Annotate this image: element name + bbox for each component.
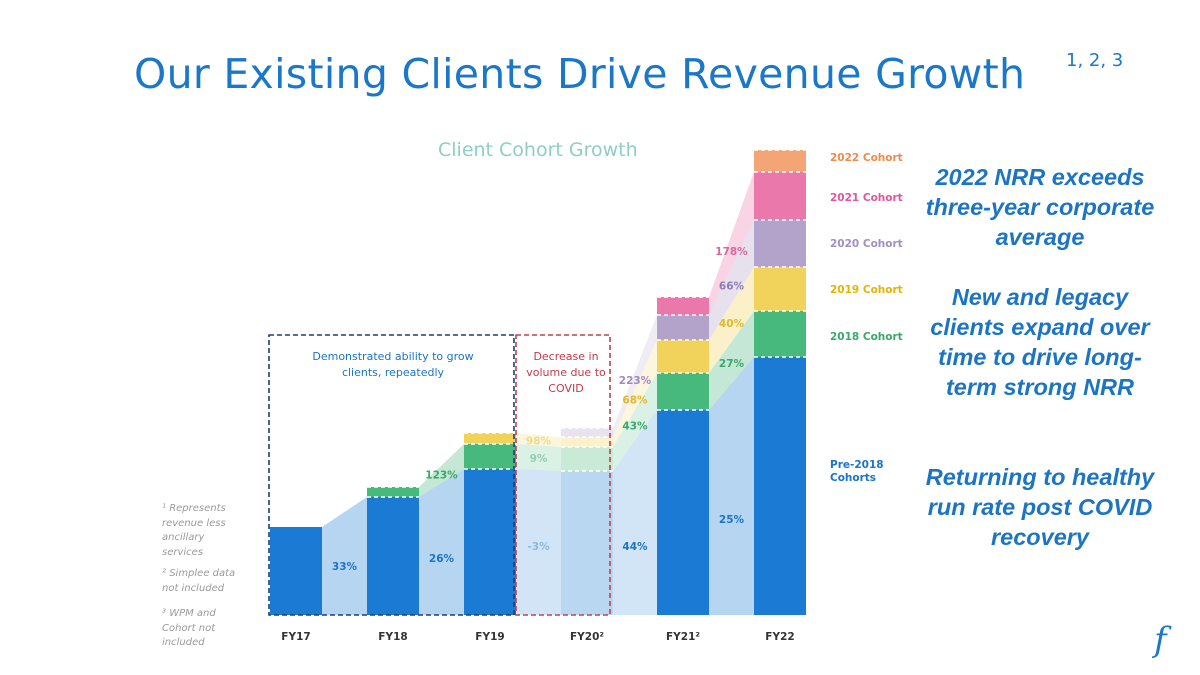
bar-fy18-2018-cohort (367, 487, 419, 497)
right-point-expansion: New and legacy clients expand over time … (930, 284, 1150, 400)
bar-fy17-pre-2018-cohorts (270, 527, 322, 615)
growth-band-2019-cohort-fy21-to-fy22 (709, 267, 754, 373)
x-axis-labels: FY17 FY18 FY19 FY20² FY21² FY22 (281, 631, 794, 643)
growth-label-2021-cohort-fy22: 178% (715, 246, 748, 258)
growth-label-2018-cohort-fy22: 27% (719, 358, 745, 370)
growth-band-2018-cohort-fy21-to-fy22 (709, 311, 754, 410)
growth-label-pre-2018-cohorts-fy19: 26% (429, 553, 455, 565)
growth-label-2018-cohort-fy19: 123% (425, 469, 458, 481)
bar-fy21-2018-cohort (657, 373, 709, 410)
bar-fy20-2020-cohort (561, 428, 613, 437)
bar-fy22-2019-cohort (754, 267, 806, 311)
grow-annotation-box (268, 334, 515, 616)
bar-fy22-pre-2018-cohorts (754, 357, 806, 615)
growth-band-2019-cohort-fy19-to-fy20 (516, 433, 561, 447)
growth-band-2018-cohort-fy19-to-fy20 (516, 444, 561, 471)
covid-annotation-text: Decrease in volume due to COVID (526, 350, 606, 395)
growth-labels: 33% 26% -3% 44% 25% 123% 9% 43% 27% 98% 68% 40% 223%… (332, 246, 748, 573)
bars (270, 149, 806, 615)
growth-band-pre-2018-cohorts-fy21-to-fy22 (709, 357, 754, 615)
bar-fy22-2020-cohort (754, 220, 806, 267)
grow-annotation-text: Demonstrated ability to grow clients, re… (312, 350, 474, 379)
growth-band-2019-cohort-fy20-to-fy21 (613, 340, 657, 447)
x-label-fy22: FY22 (765, 631, 794, 643)
growth-label-2019-cohort-fy21: 68% (622, 394, 648, 406)
growth-band-pre-2018-cohorts-fy20-to-fy21 (613, 410, 657, 615)
page-title: Our Existing Clients Drive Revenue Growt… (134, 50, 1026, 98)
legend-pre-2018-cohorts: Pre-2018 Cohorts (830, 459, 884, 484)
legend-2022-cohort: 2022 Cohort (830, 152, 903, 164)
bar-fy19-2019-cohort (464, 433, 516, 444)
growth-band-pre-2018-cohorts-fy19-to-fy20 (516, 469, 561, 615)
legend-2020-cohort: 2020 Cohort (830, 238, 903, 250)
growth-band-2020-cohort-fy21-to-fy22 (709, 220, 754, 340)
bar-fy19-pre-2018-cohorts (464, 469, 516, 615)
growth-label-2018-cohort-fy20: 9% (530, 453, 548, 465)
bar-fy20-2018-cohort (561, 447, 613, 471)
bar-fy20-2019-cohort (561, 437, 613, 447)
chart-title: Client Cohort Growth (438, 139, 638, 161)
growth-band-2018-cohort-fy20-to-fy21 (613, 373, 657, 471)
growth-label-2018-cohort-fy21: 43% (622, 420, 648, 432)
growth-bands (322, 172, 754, 615)
x-label-fy19: FY19 (475, 631, 504, 643)
legend-2019-cohort: 2019 Cohort (830, 284, 903, 296)
growth-band-pre-2018-cohorts-fy18-to-fy19 (419, 469, 464, 615)
footnote-2: ² Simplee data not included (162, 568, 236, 594)
x-label-fy20: FY20² (570, 631, 604, 643)
covid-annotation-box (515, 334, 611, 616)
company-logo: f (1154, 620, 1167, 660)
bar-fy18-pre-2018-cohorts (367, 497, 419, 615)
bar-fy20-pre-2018-cohorts (561, 471, 613, 615)
footnote-1: ¹ Represents revenue less ancillary serv… (162, 503, 226, 558)
right-point-nrr: 2022 NRR exceeds three-year corporate av… (925, 164, 1155, 250)
bar-fy22-2018-cohort (754, 311, 806, 357)
bar-fy22-2022-cohort (754, 150, 806, 172)
growth-label-2020-cohort-fy21: 223% (619, 375, 652, 387)
title-superscript: 1, 2, 3 (1066, 50, 1124, 71)
growth-label-pre-2018-cohorts-fy21: 44% (622, 541, 648, 553)
x-label-fy18: FY18 (378, 631, 407, 643)
growth-label-pre-2018-cohorts-fy18: 33% (332, 561, 358, 573)
legend-2021-cohort: 2021 Cohort (830, 192, 903, 204)
growth-label-2019-cohort-fy20: 98% (526, 435, 552, 447)
growth-label-pre-2018-cohorts-fy20: -3% (527, 541, 550, 553)
bar-fy21-2020-cohort (657, 315, 709, 340)
bar-fy21-pre-2018-cohorts (657, 410, 709, 615)
bar-fy21-2021-cohort (657, 297, 709, 315)
bar-fy21-2019-cohort (657, 340, 709, 373)
growth-band-2021-cohort-fy21-to-fy22 (709, 172, 754, 315)
bar-fy19-2018-cohort (464, 444, 516, 469)
growth-label-2019-cohort-fy22: 40% (719, 318, 745, 330)
growth-label-pre-2018-cohorts-fy22: 25% (719, 514, 745, 526)
growth-band-pre-2018-cohorts-fy17-to-fy18 (322, 497, 367, 615)
growth-band-2020-cohort-fy20-to-fy21 (613, 315, 657, 437)
right-point-recovery: Returning to healthy run rate post COVID… (925, 464, 1155, 550)
x-label-fy21: FY21² (666, 631, 700, 643)
bar-fy22-2021-cohort (754, 172, 806, 220)
growth-label-2020-cohort-fy22: 66% (719, 281, 745, 293)
growth-band-2018-cohort-fy18-to-fy19 (419, 444, 464, 497)
footnote-3: ³ WPM and Cohort not included (162, 608, 216, 648)
x-label-fy17: FY17 (281, 631, 310, 643)
legend-2018-cohort: 2018 Cohort (830, 331, 903, 343)
